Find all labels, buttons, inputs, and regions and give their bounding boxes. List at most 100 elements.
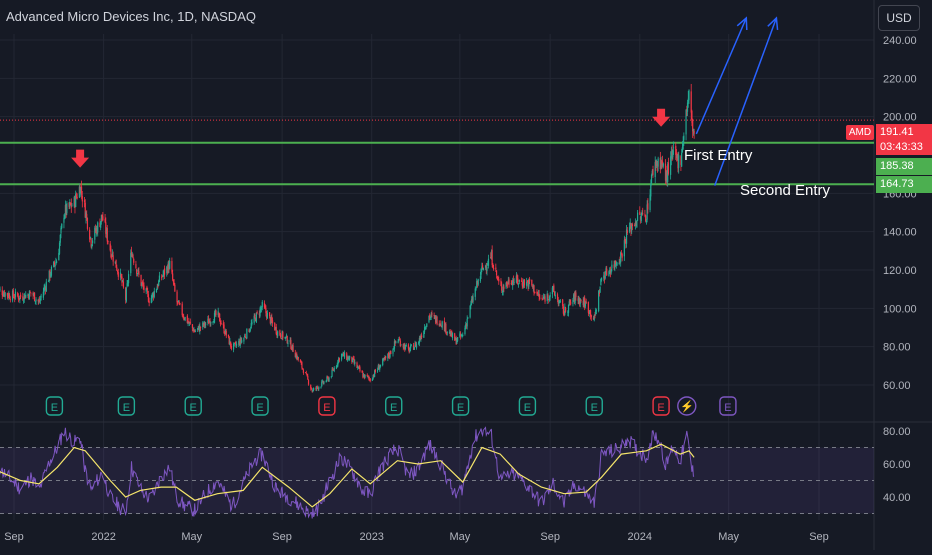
candle-body (600, 277, 603, 281)
candle-body (367, 376, 369, 378)
candle-body (29, 292, 31, 293)
candle-body (297, 356, 299, 360)
candle-body (294, 352, 296, 358)
candle-body (683, 135, 685, 140)
candle-body (199, 326, 202, 328)
candle-body (635, 221, 637, 226)
candle-body (677, 153, 679, 169)
earnings-marker-label: E (51, 402, 58, 414)
candle-body (115, 259, 117, 268)
candle-body (451, 333, 454, 339)
ticker-tag: AMD (846, 125, 874, 140)
candle-body (587, 302, 589, 313)
candle-body (505, 282, 507, 288)
candle-body (502, 286, 504, 292)
candle-body (507, 280, 509, 284)
candle-body (604, 275, 606, 279)
candle-body (80, 187, 82, 196)
candle-body (692, 120, 694, 132)
candle-body (317, 387, 319, 390)
candle-body (343, 352, 346, 358)
candle-body (321, 380, 324, 382)
candle-body (54, 265, 56, 267)
candle-body (440, 323, 442, 325)
candle-body (304, 372, 307, 374)
candle-body (90, 238, 92, 247)
earnings-marker-label: E (457, 402, 464, 414)
candle-body (136, 269, 138, 274)
candle-body (382, 358, 384, 366)
candle-body (600, 278, 602, 286)
candle-body (323, 381, 325, 384)
candle-body (562, 299, 564, 306)
currency-button[interactable]: USD (878, 5, 920, 31)
candle-body (192, 328, 194, 332)
candle-body (613, 264, 615, 268)
candle-body (685, 109, 687, 135)
candle-body (472, 296, 474, 302)
candle-body (456, 340, 458, 344)
candle-body (631, 224, 634, 227)
candle-body (512, 279, 515, 283)
candle-body (183, 316, 185, 319)
time-tick-label: Sep (540, 531, 560, 543)
candle-body (423, 330, 425, 338)
candle-body (558, 301, 560, 304)
candle-body (106, 228, 108, 242)
candle-body (330, 376, 332, 378)
price-tick-label: 140.00 (883, 227, 917, 239)
candle-body (455, 337, 457, 345)
candle-body (682, 141, 684, 150)
candle-body (661, 161, 663, 164)
candle-body (425, 327, 427, 329)
earnings-markers: E E E E E E E E E E ⚡ E (45, 396, 737, 416)
candle-body (208, 318, 210, 324)
candle-body (207, 318, 209, 323)
candle-body (99, 222, 101, 227)
earnings-marker-label: E (724, 402, 731, 414)
time-tick-label: 2023 (359, 531, 383, 543)
candle-body (30, 292, 32, 294)
candle-body (346, 353, 348, 360)
candle-body (476, 281, 478, 289)
candle-body (531, 279, 533, 286)
candle-body (374, 369, 376, 373)
candle-body (58, 242, 61, 254)
candle-body (487, 264, 489, 266)
candle-body (48, 270, 50, 281)
candle-body (83, 200, 86, 202)
candle-body (435, 316, 437, 322)
candle-body (584, 302, 587, 307)
time-tick-label: May (449, 531, 470, 543)
earnings-marker-icon (184, 396, 202, 416)
candle-body (359, 367, 361, 372)
candle-body (363, 374, 365, 379)
candle-body (686, 109, 688, 111)
candle-body (460, 334, 462, 337)
candle-body (521, 282, 523, 286)
candle-body (466, 318, 468, 327)
axes: 60.0080.00100.00120.00140.00160.00200.00… (4, 35, 916, 543)
candle-body (449, 332, 451, 337)
candle-body (244, 336, 246, 338)
candle-body (667, 162, 670, 174)
candle-body (397, 341, 399, 343)
candle-body (224, 329, 227, 335)
level-lower-tag: 164.73 (876, 176, 932, 193)
rsi-tick-label: 80.00 (883, 426, 911, 438)
candle-body (418, 341, 420, 344)
candle-body (639, 211, 641, 215)
candle-body (12, 289, 14, 297)
candle-body (135, 264, 137, 269)
candle-body (404, 344, 407, 349)
candle-body (342, 353, 344, 354)
candle-body (151, 293, 153, 299)
candle-body (349, 355, 351, 359)
candle-body (17, 296, 20, 300)
candle-body (420, 336, 422, 340)
candle-body (197, 325, 199, 328)
candle-body (136, 273, 138, 275)
candle-body (512, 279, 514, 286)
